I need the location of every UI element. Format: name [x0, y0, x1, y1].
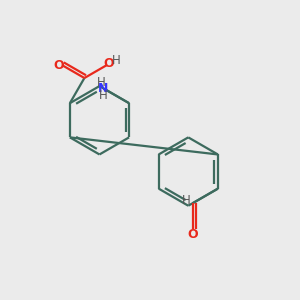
Text: H: H	[99, 89, 107, 102]
Text: O: O	[104, 57, 114, 70]
Text: H: H	[112, 54, 121, 67]
Text: N: N	[98, 82, 108, 95]
Text: H: H	[182, 194, 190, 207]
Text: O: O	[188, 228, 198, 241]
Text: H: H	[97, 76, 106, 88]
Text: O: O	[53, 59, 64, 72]
